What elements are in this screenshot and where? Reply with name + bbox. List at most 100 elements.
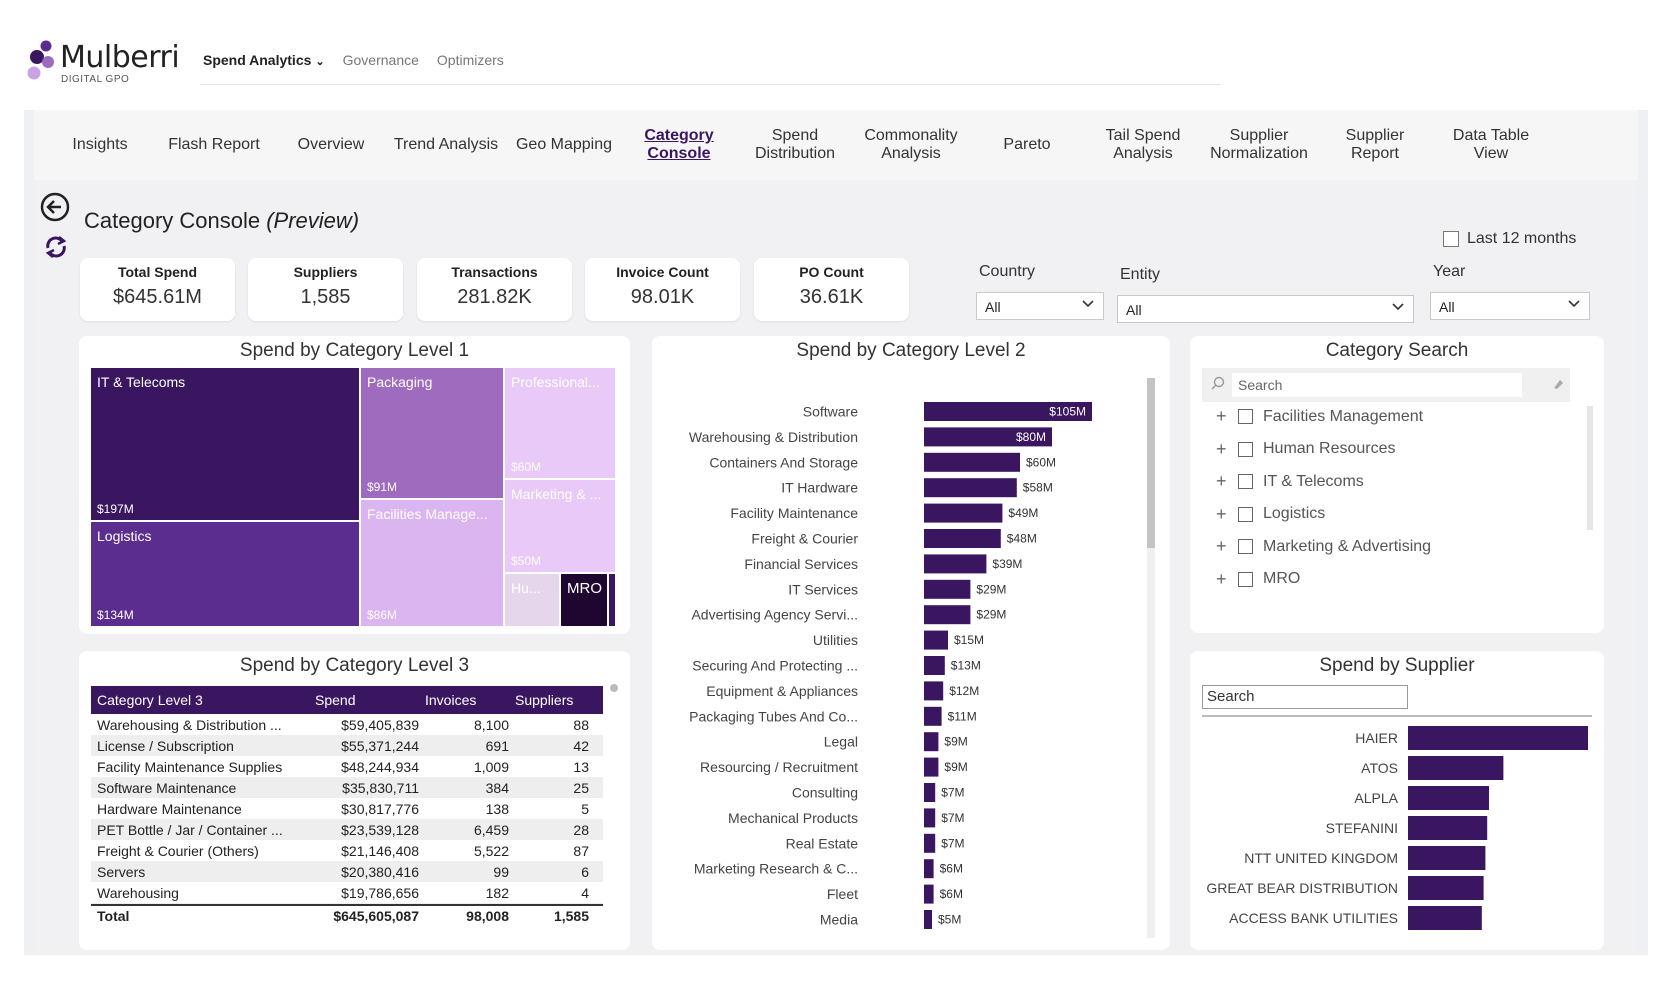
last-12-months-toggle[interactable]: Last 12 months [1443, 230, 1576, 248]
scrollbar-thumb[interactable] [1147, 378, 1155, 548]
bar[interactable] [924, 579, 971, 599]
back-icon[interactable] [40, 192, 70, 227]
bar[interactable] [924, 452, 1020, 472]
table-row[interactable]: Software Maintenance $35,830,711 384 25 [91, 777, 603, 798]
bar[interactable] [924, 503, 1003, 523]
table-row[interactable]: Financial Services (Others)$19,278,22964… [91, 903, 603, 904]
nav-spend-analytics[interactable]: Spend Analytics ⌄ [203, 52, 325, 68]
bar[interactable] [924, 656, 945, 675]
checkbox[interactable] [1238, 474, 1253, 489]
bar[interactable] [1408, 726, 1588, 750]
table-row[interactable]: License / Subscription $55,371,244 691 42 [91, 735, 603, 756]
treemap-tile-other[interactable] [609, 574, 615, 626]
scrollbar-handle[interactable] [610, 684, 618, 692]
scrollbar[interactable] [1147, 378, 1155, 938]
bar[interactable] [924, 808, 936, 828]
table-row[interactable]: Warehousing $19,786,656 182 4 [91, 882, 603, 903]
column-header[interactable]: Suppliers [515, 692, 574, 708]
tree-item-human-resources[interactable]: + Human Resources [1216, 439, 1396, 460]
table-row[interactable]: Facility Maintenance Supplies $48,244,934… [91, 756, 603, 777]
tab-insights[interactable]: Insights [40, 110, 160, 180]
treemap-tile-marketing[interactable]: Marketing & ... $50M [505, 480, 615, 572]
bar[interactable] [1408, 846, 1486, 870]
bar[interactable] [924, 681, 944, 701]
checkbox[interactable] [1238, 539, 1253, 554]
tree-item-mro[interactable]: + MRO [1216, 569, 1300, 590]
country-select[interactable]: All [976, 292, 1104, 320]
tree-item-facilities-management[interactable]: + Facilities Management [1216, 406, 1423, 427]
tab-commonality-analysis[interactable]: Commonality Analysis [851, 110, 971, 180]
bar[interactable] [924, 783, 936, 802]
year-select[interactable]: All [1430, 292, 1590, 320]
nav-governance[interactable]: Governance [342, 52, 419, 68]
tab-supplier-report[interactable]: Supplier Report [1315, 110, 1435, 180]
bar[interactable] [924, 630, 948, 650]
tab-tail-spend-analysis[interactable]: Tail Spend Analysis [1083, 110, 1203, 180]
table-row[interactable]: PET Bottle / Jar / Container ... $23,539,… [91, 819, 603, 840]
bar[interactable] [924, 910, 932, 929]
expand-icon[interactable]: + [1216, 471, 1227, 491]
treemap-tile-logistics[interactable]: Logistics $134M [91, 522, 359, 626]
expand-icon[interactable]: + [1216, 503, 1227, 524]
refresh-icon[interactable] [42, 234, 70, 265]
bar[interactable] [924, 529, 1001, 548]
logo[interactable]: Mulberri DIGITAL GPO [26, 40, 180, 90]
bar[interactable] [924, 605, 971, 625]
eraser-icon[interactable] [1550, 376, 1566, 397]
table-row[interactable]: Servers $20,380,416 99 6 [91, 861, 603, 882]
expand-icon[interactable]: + [1216, 438, 1227, 459]
expand-icon[interactable]: + [1216, 406, 1227, 426]
table-row[interactable]: Warehousing & Distribution ... $59,405,83… [91, 714, 603, 735]
bar[interactable] [1408, 786, 1489, 810]
tab-data-table-view[interactable]: Data Table View [1431, 110, 1551, 180]
checkbox[interactable] [1238, 571, 1253, 587]
expand-icon[interactable]: + [1216, 536, 1227, 556]
tree-item-logistics[interactable]: + Logistics [1216, 504, 1325, 525]
tree-item-it-telecoms[interactable]: + IT & Telecoms [1216, 471, 1364, 492]
bar[interactable] [924, 833, 936, 853]
tab-flash-report[interactable]: Flash Report [154, 110, 274, 180]
tab-category-console[interactable]: Category Console [619, 110, 739, 180]
nav-optimizers[interactable]: Optimizers [436, 52, 504, 68]
bar[interactable] [924, 859, 934, 879]
tab-supplier-normalization[interactable]: Supplier Normalization [1199, 110, 1319, 180]
treemap-tile-packaging[interactable]: Packaging $91M [361, 368, 503, 498]
bar[interactable] [1408, 816, 1488, 840]
tab-pareto[interactable]: Pareto [967, 110, 1087, 180]
bar[interactable] [1408, 876, 1484, 900]
treemap-tile-it-telecoms[interactable]: IT & Telecoms $197M [91, 368, 359, 520]
treemap-tile-mro[interactable]: MRO [561, 574, 607, 626]
treemap-tile-professional[interactable]: Professional... $60M [505, 368, 615, 478]
bar[interactable] [924, 478, 1017, 498]
bar[interactable] [924, 706, 942, 726]
tab-geo-mapping[interactable]: Geo Mapping [504, 110, 624, 180]
tab-spend-distribution[interactable]: Spend Distribution [735, 110, 855, 180]
bar[interactable] [924, 757, 939, 777]
bar[interactable] [924, 402, 1092, 421]
scrollbar[interactable] [1587, 406, 1593, 530]
bar[interactable] [1408, 906, 1482, 930]
bar[interactable] [924, 554, 987, 574]
bar[interactable] [1408, 756, 1504, 780]
expand-icon[interactable]: + [1216, 568, 1227, 589]
treemap-tile-facilities[interactable]: Facilities Manage... $86M [361, 500, 503, 626]
supplier-search-input[interactable]: Search [1202, 685, 1408, 709]
checkbox[interactable] [1238, 506, 1253, 522]
column-header[interactable]: Spend [309, 692, 419, 708]
treemap-tile-human-resources[interactable]: Hu... [505, 574, 559, 626]
bar[interactable] [924, 884, 934, 904]
checkbox[interactable] [1238, 441, 1253, 457]
checkbox[interactable] [1238, 409, 1253, 424]
column-header[interactable]: Invoices [425, 692, 477, 708]
table-row[interactable]: Hardware Maintenance $30,817,776 138 5 [91, 798, 603, 819]
tab-overview[interactable]: Overview [271, 110, 391, 180]
column-header[interactable]: Category Level 3 [97, 692, 203, 708]
entity-select[interactable]: All [1117, 295, 1414, 323]
category-search-input[interactable]: Search [1232, 373, 1522, 397]
bar[interactable] [924, 427, 1052, 447]
tab-trend-analysis[interactable]: Trend Analysis [386, 110, 506, 180]
tree-item-marketing-advertising[interactable]: + Marketing & Advertising [1216, 536, 1431, 557]
bar[interactable] [924, 732, 939, 752]
table-row[interactable]: Freight & Courier (Others) $21,146,408 5,5… [91, 840, 603, 861]
checkbox[interactable] [1443, 231, 1459, 247]
